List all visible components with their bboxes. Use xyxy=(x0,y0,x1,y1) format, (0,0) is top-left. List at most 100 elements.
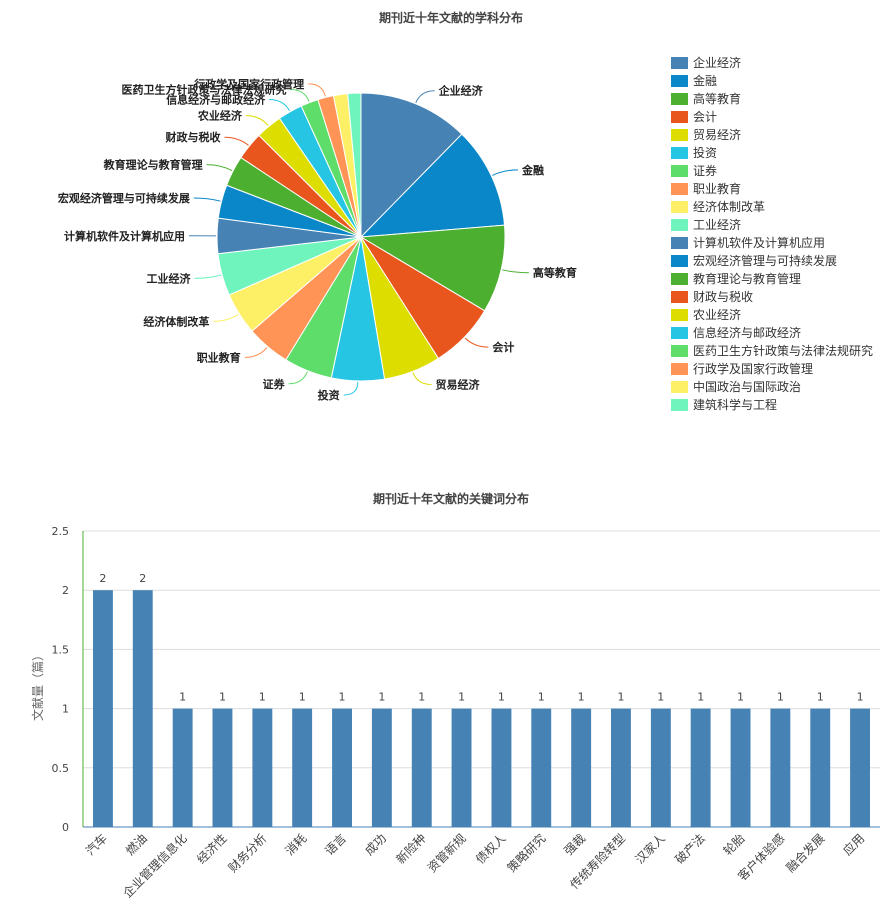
pie-slice-label: 医药卫生方针政策与法律法规研究 xyxy=(122,83,287,97)
bar[interactable] xyxy=(770,708,791,827)
pie-slice-label: 证券 xyxy=(263,377,286,391)
legend-swatch[interactable] xyxy=(671,57,688,69)
legend-item-label[interactable]: 教育理论与教育管理 xyxy=(693,271,801,286)
bar[interactable] xyxy=(451,708,472,827)
legend-swatch[interactable] xyxy=(671,75,688,87)
legend-swatch[interactable] xyxy=(671,327,688,339)
legend-item-label[interactable]: 信息经济与邮政经济 xyxy=(693,325,801,340)
legend-swatch[interactable] xyxy=(671,129,688,141)
legend-item-label[interactable]: 宏观经济管理与可持续发展 xyxy=(693,253,837,268)
y-axis-label: 文献量（篇） xyxy=(30,649,45,721)
pie-slice[interactable] xyxy=(359,133,506,238)
pie-leader-line xyxy=(502,269,529,274)
legend-swatch[interactable] xyxy=(671,381,688,393)
bar[interactable] xyxy=(172,708,193,827)
bar[interactable] xyxy=(132,590,153,827)
bar[interactable] xyxy=(531,708,552,827)
legend-swatch[interactable] xyxy=(671,201,688,213)
bar-data-label: 1 xyxy=(578,691,585,704)
x-tick-label: 语言 xyxy=(322,831,349,858)
legend-swatch[interactable] xyxy=(671,255,688,267)
legend-swatch[interactable] xyxy=(671,273,688,285)
pie-chart: 期刊近十年文献的学科分布 企业经济金融高等教育会计贸易经济投资证券职业教育经济体… xyxy=(58,10,873,412)
legend-swatch[interactable] xyxy=(671,111,688,123)
bar[interactable] xyxy=(371,708,392,827)
pie-slice-label: 企业经济 xyxy=(438,84,484,98)
legend-item-label[interactable]: 职业教育 xyxy=(693,181,741,196)
legend-swatch[interactable] xyxy=(671,309,688,321)
pie-leader-line xyxy=(269,99,291,112)
bar[interactable] xyxy=(332,708,352,827)
x-tick-label: 经济性 xyxy=(194,831,230,867)
legend-item-label[interactable]: 医药卫生方针政策与法律法规研究 xyxy=(693,343,873,358)
pie-slice-label: 贸易经济 xyxy=(436,378,481,392)
pie-slice[interactable] xyxy=(359,224,506,312)
bar[interactable] xyxy=(730,708,751,827)
bar-data-label: 2 xyxy=(99,572,106,585)
legend-item-label[interactable]: 建筑科学与工程 xyxy=(693,397,777,412)
legend-swatch[interactable] xyxy=(671,237,688,249)
bar[interactable] xyxy=(252,708,273,827)
legend-swatch[interactable] xyxy=(671,291,688,303)
legend-item-label[interactable]: 高等教育 xyxy=(693,91,741,106)
bar-data-label: 1 xyxy=(339,691,346,704)
legend-item-label[interactable]: 投资 xyxy=(693,145,717,160)
legend-swatch[interactable] xyxy=(671,363,688,375)
pie-slice-label: 财政与税收 xyxy=(165,130,221,144)
legend-item-label[interactable]: 贸易经济 xyxy=(693,127,741,142)
bar[interactable] xyxy=(611,708,631,827)
pie-slice-label: 金融 xyxy=(521,163,544,177)
legend-item-label[interactable]: 经济体制改革 xyxy=(693,199,765,214)
bar-data-label: 1 xyxy=(378,691,385,704)
x-tick-label: 强裁 xyxy=(561,831,588,858)
bar-data-label: 1 xyxy=(418,691,425,704)
legend-item-label[interactable]: 计算机软件及计算机应用 xyxy=(693,235,825,250)
bar[interactable] xyxy=(571,708,592,827)
legend-swatch[interactable] xyxy=(671,345,688,357)
y-tick-label: 0 xyxy=(62,821,69,834)
bar[interactable] xyxy=(650,708,671,827)
bar[interactable] xyxy=(93,590,113,827)
legend-swatch[interactable] xyxy=(671,93,688,105)
pie-leader-line xyxy=(288,371,308,385)
legend-item-label[interactable]: 企业经济 xyxy=(693,55,741,70)
legend-swatch[interactable] xyxy=(671,219,688,231)
bar[interactable] xyxy=(810,708,831,827)
bar[interactable] xyxy=(850,708,870,827)
pie-leader-line xyxy=(308,83,326,97)
legend-swatch[interactable] xyxy=(671,147,688,159)
bar[interactable] xyxy=(491,708,512,827)
y-tick-label: 2 xyxy=(62,584,69,597)
y-tick-label: 1.5 xyxy=(52,643,70,656)
x-tick-label: 成功 xyxy=(362,831,389,858)
pie-slice[interactable] xyxy=(360,92,463,239)
bar[interactable] xyxy=(212,708,233,827)
legend-swatch[interactable] xyxy=(671,165,688,177)
legend-item-label[interactable]: 工业经济 xyxy=(693,217,741,232)
pie-leader-line xyxy=(206,164,233,172)
pie-slice-label: 信息经济与邮政经济 xyxy=(166,93,266,107)
legend-swatch[interactable] xyxy=(671,399,688,411)
bar[interactable] xyxy=(690,708,711,827)
x-tick-label: 债权人 xyxy=(473,831,508,866)
bar-data-label: 1 xyxy=(498,691,505,704)
legend-item-label[interactable]: 农业经济 xyxy=(693,307,741,322)
pie-slice-label: 高等教育 xyxy=(533,266,577,280)
x-tick-label: 资管新规 xyxy=(424,831,469,876)
bar-data-label: 1 xyxy=(697,691,704,704)
legend-item-label[interactable]: 会计 xyxy=(693,110,717,124)
pie-slice[interactable] xyxy=(347,92,362,238)
legend-item-label[interactable]: 财政与税收 xyxy=(693,290,753,304)
legend-item-label[interactable]: 金融 xyxy=(693,73,717,88)
pie-leader-line xyxy=(415,90,435,103)
legend-item-label[interactable]: 行政学及国家行政管理 xyxy=(693,361,813,376)
bar-chart-title: 期刊近十年文献的关键词分布 xyxy=(373,491,529,506)
legend-item-label[interactable]: 中国政治与国际政治 xyxy=(693,379,801,394)
pie-leader-line xyxy=(213,313,239,322)
bar[interactable] xyxy=(292,708,313,827)
bar[interactable] xyxy=(411,708,432,827)
x-tick-label: 融合发展 xyxy=(783,831,828,876)
legend-item-label[interactable]: 证券 xyxy=(693,163,717,178)
legend-swatch[interactable] xyxy=(671,183,688,195)
